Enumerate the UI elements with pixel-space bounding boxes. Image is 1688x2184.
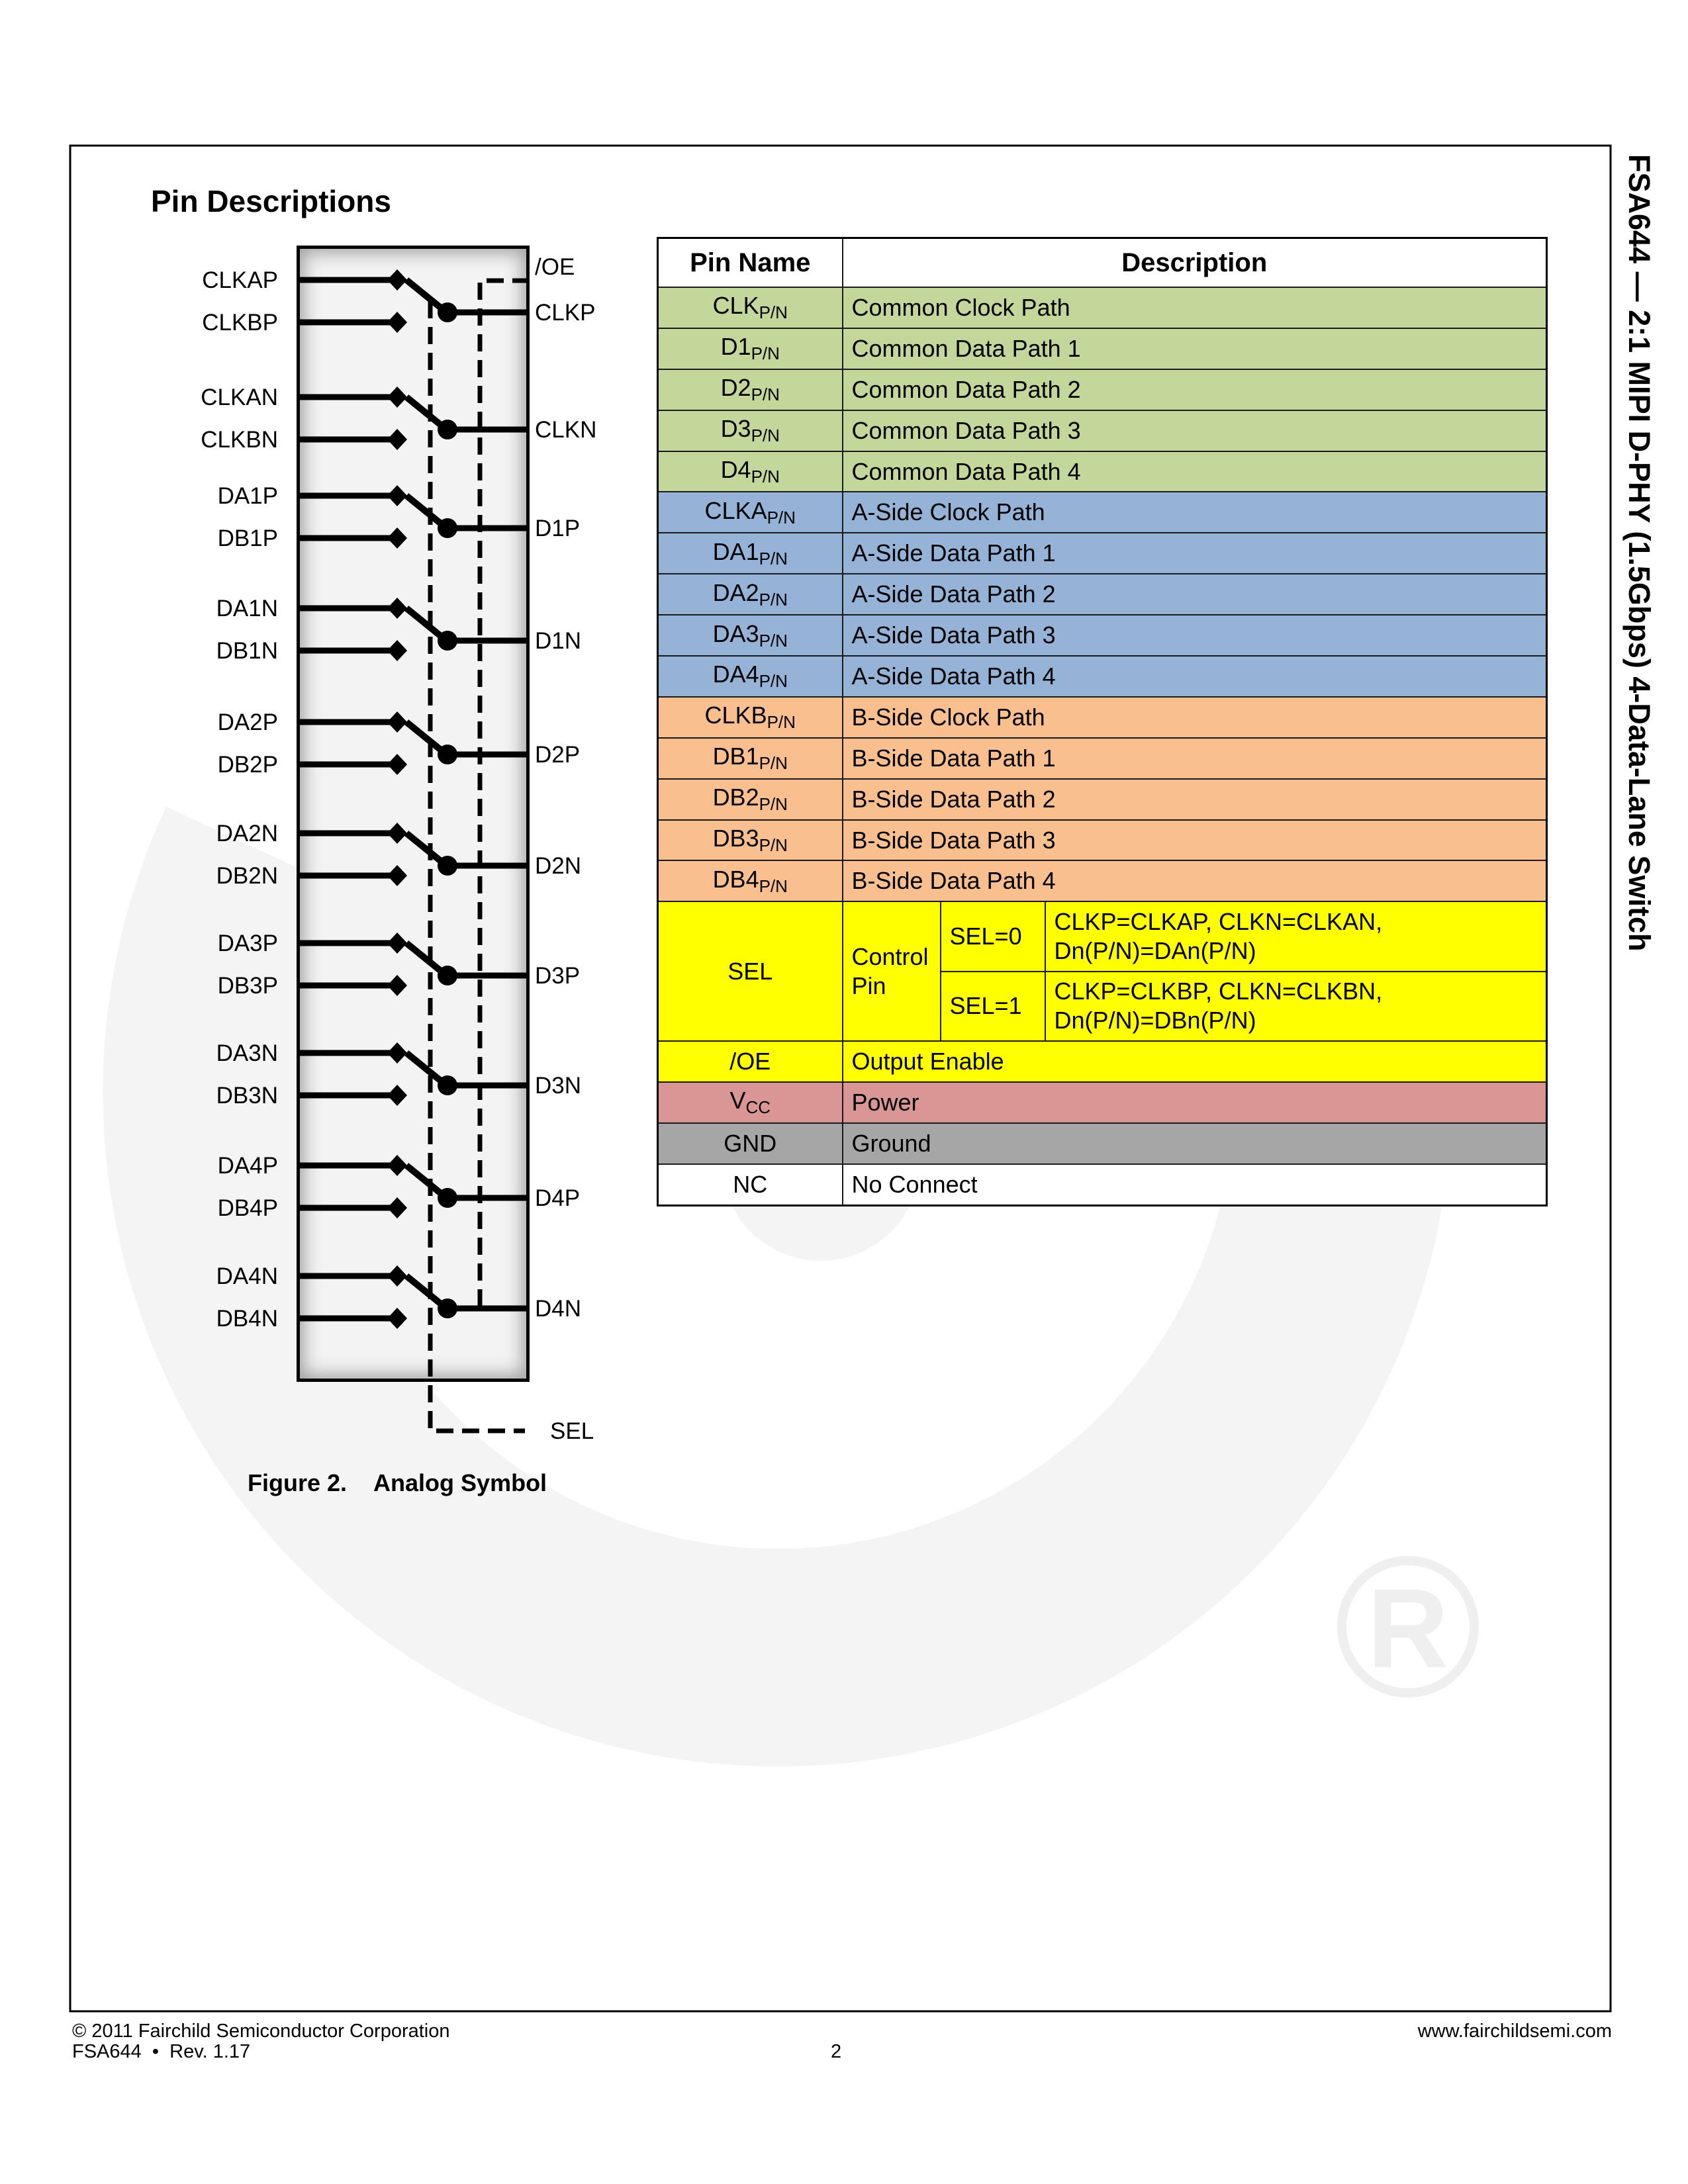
svg-text:DA1P: DA1P [218,483,278,509]
svg-text:DB1N: DB1N [216,638,278,664]
svg-text:D4P: D4P [535,1185,580,1211]
svg-text:D2P: D2P [535,742,580,768]
svg-text:DA3P: DA3P [218,931,278,956]
svg-text:D1P: D1P [535,516,580,541]
svg-text:DA4P: DA4P [218,1153,278,1179]
svg-text:DB2P: DB2P [218,752,278,778]
svg-text:CLKP: CLKP [535,300,595,326]
svg-text:D3N: D3N [535,1073,581,1099]
svg-text:DB3P: DB3P [218,973,278,999]
svg-text:DB4N: DB4N [216,1306,278,1332]
svg-text:CLKBN: CLKBN [201,427,278,453]
svg-text:DB4P: DB4P [218,1195,278,1221]
svg-text:D2N: D2N [535,853,581,879]
svg-text:D3P: D3P [535,963,580,989]
svg-text:D4N: D4N [535,1296,581,1322]
svg-text:/OE: /OE [535,254,575,280]
svg-text:SEL: SEL [550,1418,594,1444]
svg-text:DA3N: DA3N [216,1040,278,1066]
svg-text:CLKAP: CLKAP [202,267,278,293]
svg-text:DA1N: DA1N [216,596,278,621]
svg-text:DA4N: DA4N [216,1263,278,1289]
svg-text:D1N: D1N [535,628,581,654]
svg-text:DB2N: DB2N [216,863,278,889]
svg-text:CLKAN: CLKAN [201,385,278,410]
svg-text:DB1P: DB1P [218,525,278,551]
svg-text:DB3N: DB3N [216,1083,278,1109]
svg-text:DA2N: DA2N [216,821,278,846]
svg-text:DA2P: DA2P [218,709,278,735]
svg-text:CLKBP: CLKBP [202,310,278,336]
svg-text:CLKN: CLKN [535,417,596,443]
svg-text:R: R [1368,1566,1449,1692]
